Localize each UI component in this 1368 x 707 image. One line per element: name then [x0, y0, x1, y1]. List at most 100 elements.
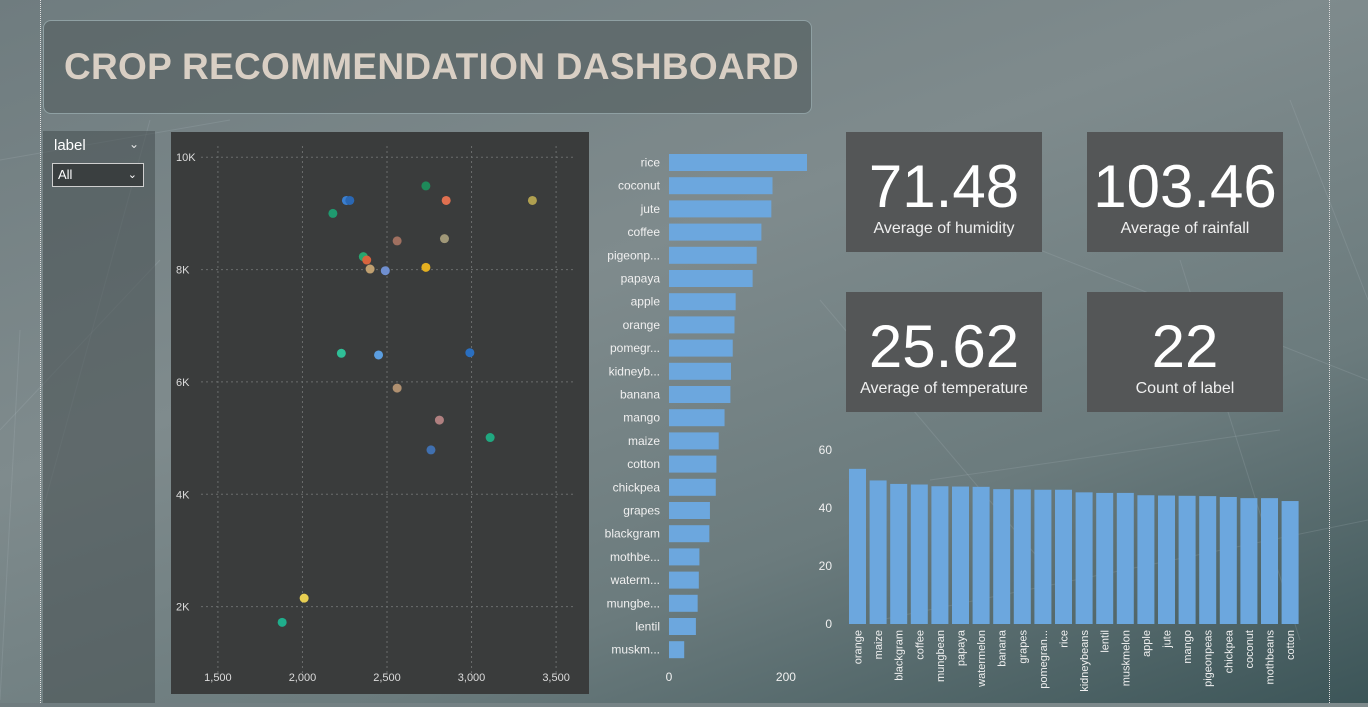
- scatter-point: [426, 445, 436, 455]
- category-label: pomegr...: [610, 341, 660, 355]
- category-label: cotton: [627, 457, 660, 471]
- bar: [669, 223, 762, 241]
- scatter-point: [421, 181, 431, 191]
- scatter-point: [392, 383, 402, 393]
- category-label: apple: [631, 295, 661, 309]
- category-label: mango: [1182, 630, 1194, 664]
- y-tick-label: 2K: [176, 602, 190, 614]
- category-label: pomegran...: [1038, 630, 1050, 689]
- frame-left-border: [40, 0, 41, 703]
- scatter-point: [380, 266, 390, 276]
- bar: [1116, 492, 1134, 624]
- category-label: kidneybeans: [1079, 630, 1091, 692]
- y-tick-label: 0: [825, 617, 832, 631]
- temperature-label: Average of temperature: [860, 380, 1028, 397]
- rainfall-label: Average of rainfall: [1120, 220, 1250, 237]
- scatter-point: [299, 593, 309, 603]
- bar: [669, 339, 733, 357]
- category-label: banana: [620, 388, 660, 402]
- humidity-card: 71.48 Average of humidity: [846, 132, 1042, 252]
- rainfall-card: 103.46 Average of rainfall: [1087, 132, 1283, 252]
- x-tick-label: 2,500: [373, 672, 401, 684]
- scatter-point: [277, 617, 287, 627]
- horizontal-bar-chart[interactable]: rice coconut jute coffee pigeonp... papaya app…: [598, 140, 823, 695]
- category-label: jute: [640, 202, 661, 216]
- bar: [669, 525, 710, 543]
- x-tick-label: 3,000: [458, 672, 486, 684]
- bar: [890, 483, 908, 624]
- slicer-dropdown[interactable]: All ⌄: [52, 163, 144, 187]
- category-label: cotton: [1285, 630, 1297, 660]
- rainfall-value: 103.46: [1093, 153, 1277, 220]
- label-count-card: 22 Count of label: [1087, 292, 1283, 412]
- category-label: jute: [1162, 630, 1174, 649]
- bar: [1096, 492, 1114, 624]
- category-label: muskmelon: [1120, 630, 1132, 686]
- category-label: mothbe...: [610, 550, 660, 564]
- scatter-point: [527, 195, 537, 205]
- bar: [993, 489, 1011, 624]
- bar: [1075, 492, 1093, 624]
- temperature-value: 25.62: [868, 313, 1020, 380]
- x-tick-label: 0: [666, 670, 673, 684]
- bar: [849, 468, 866, 624]
- bar: [869, 480, 887, 624]
- scatter-point: [434, 415, 444, 425]
- category-label: lentil: [1100, 630, 1112, 653]
- category-label: maize: [873, 630, 885, 659]
- bar: [1199, 496, 1217, 624]
- bar: [910, 484, 928, 624]
- x-tick-label: 1,500: [204, 672, 232, 684]
- category-label: papaya: [621, 272, 661, 286]
- slicer-title: label: [54, 137, 86, 154]
- bar: [1178, 495, 1196, 624]
- bar: [669, 571, 699, 589]
- dropdown-chevron-icon: ⌄: [127, 169, 137, 181]
- category-label: pigeonp...: [607, 248, 660, 262]
- x-tick-label: 2,000: [289, 672, 317, 684]
- category-label: chickpea: [1223, 629, 1235, 673]
- bar: [669, 548, 700, 566]
- category-label: muskm...: [611, 643, 660, 657]
- bar: [1158, 495, 1175, 624]
- scatter-point: [374, 350, 384, 360]
- scatter-chart[interactable]: 2K 4K 6K 8K 10K 1,500 2,000 2,500 3,000 3,500: [171, 132, 589, 694]
- scatter-point: [392, 236, 402, 246]
- bar: [669, 618, 696, 635]
- category-label: lentil: [635, 620, 660, 634]
- scatter-point: [485, 433, 495, 443]
- bar: [1240, 498, 1258, 624]
- y-tick-label: 8K: [176, 265, 190, 277]
- bar: [669, 200, 772, 218]
- bar: [669, 362, 731, 380]
- horizontal-bar-chart-panel: rice coconut jute coffee pigeonp... papaya app…: [598, 140, 823, 695]
- bar: [1281, 501, 1299, 624]
- category-label: pigeonpeas: [1203, 630, 1215, 687]
- bar: [1013, 489, 1031, 624]
- label-count-value: 22: [1151, 313, 1219, 380]
- bar: [1219, 496, 1237, 624]
- scatter-point: [439, 234, 449, 244]
- bar: [952, 486, 969, 624]
- category-label: grapes: [623, 504, 660, 518]
- label-slicer: label ⌄ All ⌄: [43, 131, 155, 703]
- scatter-point: [336, 348, 346, 358]
- frame-right-border: [1329, 0, 1330, 703]
- bar: [669, 177, 773, 195]
- bar: [669, 246, 757, 264]
- category-label: rice: [1059, 630, 1071, 648]
- dashboard-title-box: CROP RECOMMENDATION DASHBOARD: [43, 20, 812, 114]
- chevron-down-icon[interactable]: ⌄: [129, 137, 140, 151]
- category-label: watermelon: [976, 630, 988, 688]
- scatter-point: [362, 255, 372, 265]
- label-count-label: Count of label: [1135, 380, 1235, 397]
- y-tick-label: 4K: [176, 489, 190, 501]
- x-tick-label: 3,500: [542, 672, 570, 684]
- category-label: mothbeans: [1265, 630, 1277, 685]
- y-tick-label: 20: [819, 559, 833, 573]
- humidity-value: 71.48: [868, 153, 1020, 220]
- slicer-selected-value: All: [58, 167, 73, 182]
- vertical-bar-chart[interactable]: 0 20 40 60 orange maize blackgram coffee mungbea…: [800, 440, 1310, 702]
- scatter-point: [345, 195, 355, 205]
- category-label: coconut: [618, 179, 661, 193]
